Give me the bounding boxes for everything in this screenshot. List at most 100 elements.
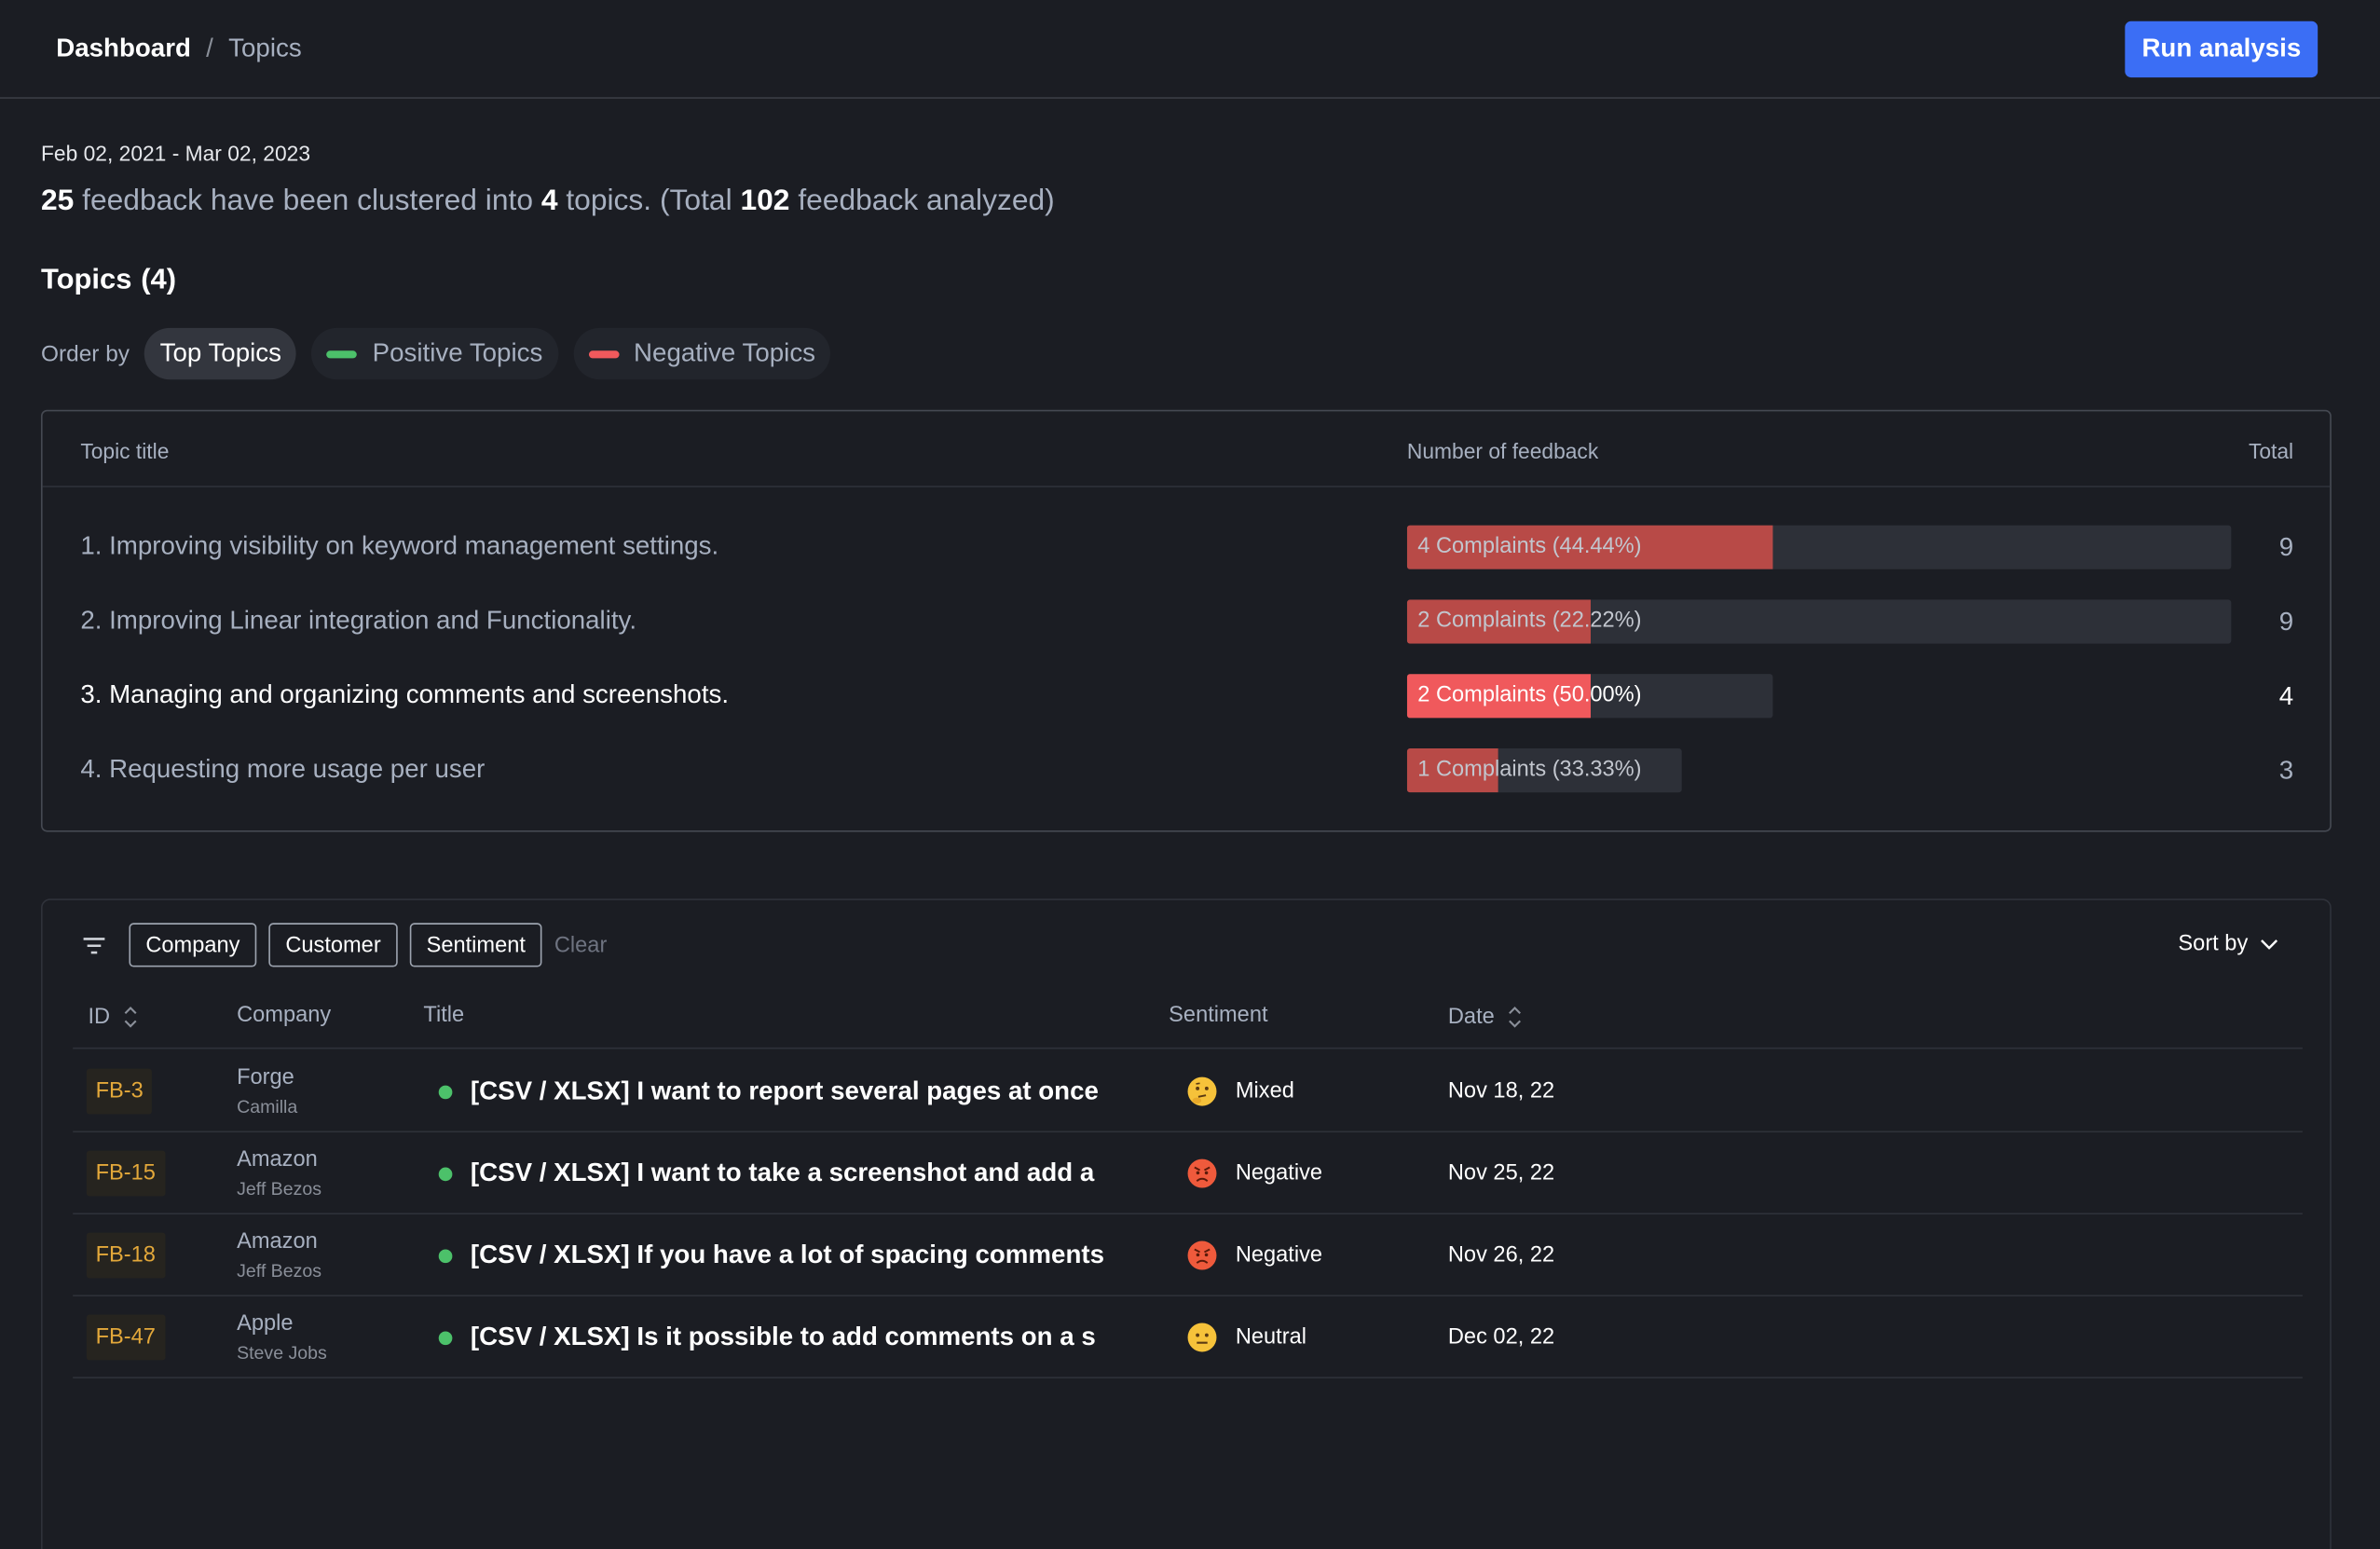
topics-table: Topic title Number of feedback Total 1. … xyxy=(40,409,2332,832)
topic-row[interactable]: 3. Managing and organizing comments and … xyxy=(43,674,2331,720)
order-negative-topics-button[interactable]: Negative Topics xyxy=(572,327,831,380)
feedback-row[interactable]: FB-15 Amazon Jeff Bezos [CSV / XLSX] I w… xyxy=(73,1132,2303,1215)
feedback-title-text: [CSV / XLSX] If you have a lot of spacin… xyxy=(470,1240,1105,1269)
customer-name: Jeff Bezos xyxy=(237,1259,322,1282)
col-id[interactable]: ID xyxy=(88,1004,137,1031)
status-dot-icon xyxy=(438,1166,453,1181)
order-by-label: Order by xyxy=(40,340,130,367)
feedback-bar-track: 2 Complaints (50.00%) xyxy=(1406,674,1773,719)
topics-table-header: Topic title Number of feedback Total xyxy=(42,411,2331,487)
feedback-row[interactable]: FB-47 Apple Steve Jobs [CSV / XLSX] Is i… xyxy=(73,1296,2303,1378)
topic-title: 1. Improving visibility on keyword manag… xyxy=(80,531,719,561)
feedback-title[interactable]: [CSV / XLSX] If you have a lot of spacin… xyxy=(438,1240,1105,1271)
angry-face-icon xyxy=(1187,1158,1217,1188)
feedback-title[interactable]: [CSV / XLSX] I want to report several pa… xyxy=(438,1076,1099,1107)
filter-customer-button[interactable]: Customer xyxy=(268,923,398,967)
status-dot-icon xyxy=(438,1330,453,1345)
sentiment-cell: Mixed xyxy=(1187,1076,1294,1107)
complaints-bar-label: 1 Complaints (33.33%) xyxy=(1417,757,1642,782)
feedback-id-badge[interactable]: FB-18 xyxy=(86,1232,165,1279)
feedback-date: Nov 18, 22 xyxy=(1447,1079,1555,1104)
summary-feedback-count: 25 xyxy=(40,184,75,217)
feedback-title-text: [CSV / XLSX] I want to report several pa… xyxy=(470,1076,1099,1105)
clear-filters-link[interactable]: Clear xyxy=(554,932,608,957)
col-number-of-feedback: Number of feedback xyxy=(1406,438,1599,463)
complaints-bar-fill xyxy=(1406,674,1591,719)
topic-title: 4. Requesting more usage per user xyxy=(80,754,486,784)
col-date-label: Date xyxy=(1447,1005,1495,1030)
feedback-title-text: [CSV / XLSX] Is it possible to add comme… xyxy=(470,1322,1096,1351)
sort-by-dropdown[interactable]: Sort by xyxy=(2178,932,2279,956)
feedback-row[interactable]: FB-3 Forge Camilla [CSV / XLSX] I want t… xyxy=(73,1050,2303,1133)
order-positive-topics-button[interactable]: Positive Topics xyxy=(311,327,558,380)
filter-company-button[interactable]: Company xyxy=(129,923,257,967)
breadcrumb-dashboard-link[interactable]: Dashboard xyxy=(56,33,191,62)
topic-row[interactable]: 4. Requesting more usage per user 1 Comp… xyxy=(43,747,2331,794)
topics-heading-title: Topics xyxy=(40,264,132,296)
summary-total-count: 102 xyxy=(740,184,790,217)
col-company-label: Company xyxy=(237,1003,332,1028)
customer-name: Jeff Bezos xyxy=(237,1177,322,1199)
sentiment-label: Negative xyxy=(1235,1161,1323,1186)
feedback-title-text: [CSV / XLSX] I want to take a screenshot… xyxy=(470,1158,1095,1187)
col-sentiment: Sentiment xyxy=(1169,1004,1267,1028)
angry-face-icon xyxy=(1187,1241,1217,1270)
col-total: Total xyxy=(2248,438,2294,463)
customer-name: Camilla xyxy=(237,1095,298,1117)
feedback-id-badge[interactable]: FB-3 xyxy=(86,1068,153,1115)
topics-heading-count: (4) xyxy=(141,264,177,296)
col-sentiment-label: Sentiment xyxy=(1169,1003,1268,1028)
sort-icon xyxy=(1508,1007,1521,1028)
feedback-date: Dec 02, 22 xyxy=(1447,1324,1555,1350)
complaints-bar-fill xyxy=(1406,747,1498,793)
breadcrumb: Dashboard / Topics xyxy=(56,34,301,64)
summary-text-1: feedback have been clustered into xyxy=(82,184,533,217)
top-bar: Dashboard / Topics Run analysis xyxy=(0,0,2380,99)
thinking-face-icon xyxy=(1187,1076,1217,1106)
complaints-bar-label: 2 Complaints (50.00%) xyxy=(1417,682,1642,708)
summary-text: 25 feedback have been clustered into 4 t… xyxy=(41,184,2332,218)
filter-icon[interactable] xyxy=(80,931,107,958)
feedback-company: Apple Steve Jobs xyxy=(237,1311,327,1363)
sentiment-cell: Negative xyxy=(1187,1158,1322,1189)
customer-name: Steve Jobs xyxy=(237,1341,327,1364)
neutral-face-icon xyxy=(1187,1323,1217,1352)
topic-total: 4 xyxy=(2278,681,2294,711)
sentiment-cell: Neutral xyxy=(1187,1323,1306,1353)
complaints-bar-fill xyxy=(1406,599,1591,644)
topic-total: 3 xyxy=(2278,756,2294,786)
topic-title: 2. Improving Linear integration and Func… xyxy=(80,605,637,635)
run-analysis-button[interactable]: Run analysis xyxy=(2125,20,2318,77)
summary-text-2: topics. (Total xyxy=(566,184,732,217)
feedback-company: Forge Camilla xyxy=(237,1065,297,1117)
order-top-topics-button[interactable]: Top Topics xyxy=(144,327,297,380)
feedback-id-badge[interactable]: FB-15 xyxy=(86,1150,165,1197)
breadcrumb-current: Topics xyxy=(228,33,302,62)
complaints-bar-fill xyxy=(1406,525,1773,569)
sentiment-cell: Negative xyxy=(1187,1241,1322,1271)
order-by-group: Order by Top Topics Positive Topics Nega… xyxy=(40,327,2332,380)
filter-bar: Company Customer Sentiment Clear xyxy=(80,923,608,967)
sentiment-label: Neutral xyxy=(1235,1324,1306,1350)
feedback-bar-track: 2 Complaints (22.22%) xyxy=(1406,599,2232,644)
company-name: Forge xyxy=(237,1065,294,1090)
sort-icon xyxy=(123,1007,136,1028)
feedback-table-header: ID Company Title Sentiment Date xyxy=(73,992,2303,1049)
feedback-company: Amazon Jeff Bezos xyxy=(237,1229,321,1281)
order-positive-topics-label: Positive Topics xyxy=(372,338,543,368)
filter-sentiment-button[interactable]: Sentiment xyxy=(409,923,542,967)
topic-title: 3. Managing and organizing comments and … xyxy=(80,679,730,709)
col-topic-title: Topic title xyxy=(80,438,170,463)
positive-dash-icon xyxy=(326,350,358,358)
breadcrumb-separator: / xyxy=(206,33,213,62)
complaints-bar-label: 2 Complaints (22.22%) xyxy=(1417,609,1642,634)
feedback-row[interactable]: FB-18 Amazon Jeff Bezos [CSV / XLSX] If … xyxy=(73,1214,2303,1296)
sentiment-label: Mixed xyxy=(1235,1079,1294,1104)
feedback-id-badge[interactable]: FB-47 xyxy=(86,1314,165,1361)
company-name: Amazon xyxy=(237,1229,318,1254)
feedback-title[interactable]: [CSV / XLSX] Is it possible to add comme… xyxy=(438,1322,1096,1353)
topic-row[interactable]: 1. Improving visibility on keyword manag… xyxy=(43,525,2331,571)
topic-row[interactable]: 2. Improving Linear integration and Func… xyxy=(43,599,2331,645)
col-date[interactable]: Date xyxy=(1448,1004,1522,1031)
feedback-title[interactable]: [CSV / XLSX] I want to take a screenshot… xyxy=(438,1158,1095,1189)
